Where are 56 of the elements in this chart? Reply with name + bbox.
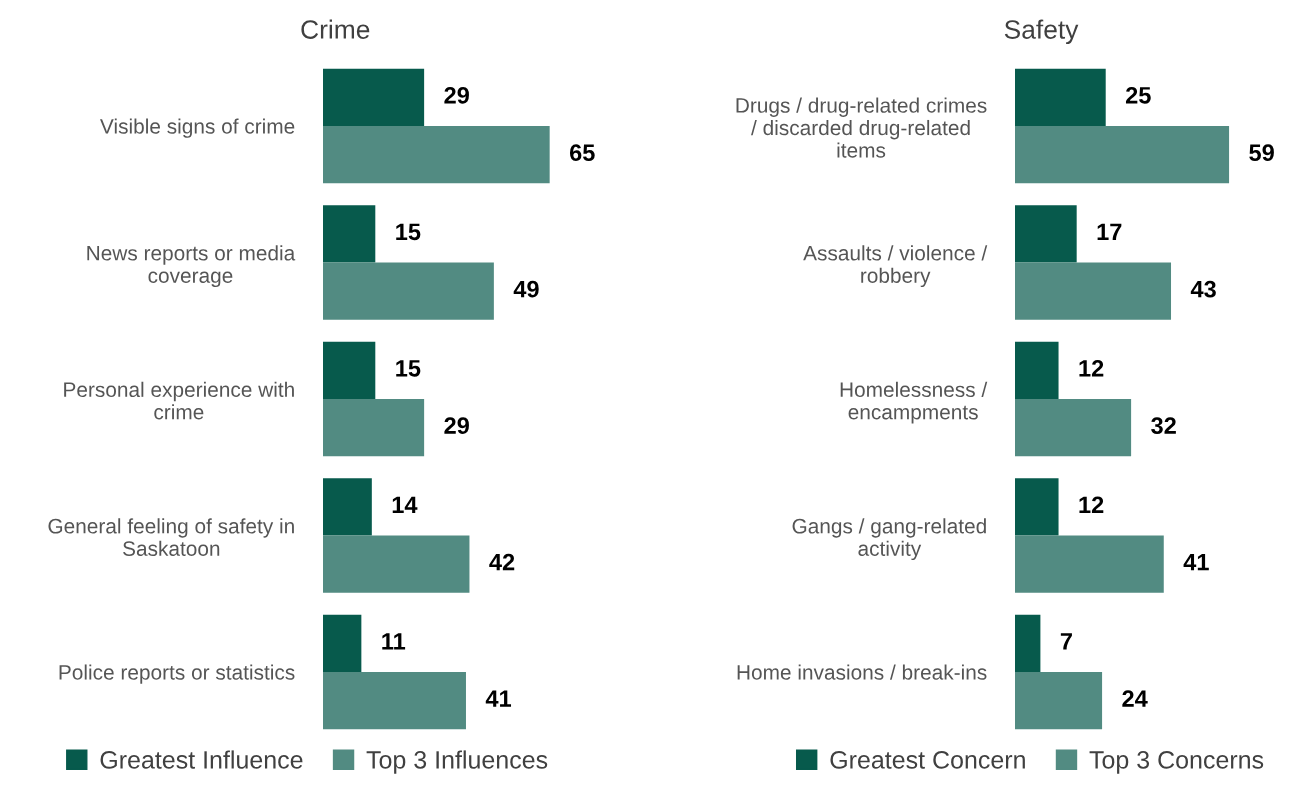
data-label: 12 — [1079, 496, 1104, 513]
bar — [1015, 478, 1059, 536]
data-label: 7 — [1060, 633, 1072, 650]
y-tick-label: Drugs / drug-related crimes / discarded drug-related items — [736, 97, 987, 158]
legend-label: Greatest Concern — [830, 751, 1025, 769]
chart-title: Safety — [1004, 19, 1079, 45]
bar — [1015, 205, 1077, 263]
bar — [1015, 125, 1230, 184]
y-tick-label: Homelessness / encampments — [840, 381, 988, 424]
y-tick-label: Assaults / violence / robbery — [803, 245, 988, 288]
bar — [1015, 614, 1041, 672]
y-tick-label: Personal experience with crime — [64, 381, 294, 420]
data-label: 25 — [1125, 86, 1151, 104]
data-label: 41 — [485, 690, 512, 707]
data-label: 29 — [444, 417, 469, 434]
bar — [323, 205, 376, 263]
y-tick-label: Visible signs of crime — [100, 118, 295, 138]
chart-title: Crime — [301, 19, 370, 39]
data-label: 59 — [1249, 144, 1274, 161]
data-label: 65 — [569, 144, 595, 161]
bar — [1015, 535, 1164, 593]
legend-label: Greatest Influence — [100, 750, 303, 769]
data-label: 49 — [513, 280, 539, 298]
bar — [323, 341, 376, 399]
legend-label: Top 3 Influences — [366, 750, 548, 774]
y-tick-label: News reports or media coverage — [87, 245, 296, 288]
bar — [323, 68, 425, 126]
bar — [323, 535, 470, 593]
bar — [1015, 262, 1172, 320]
y-tick-label: Home invasions / break-ins — [737, 664, 987, 680]
data-label: 12 — [1079, 359, 1104, 377]
data-label: 29 — [444, 86, 469, 104]
bar — [323, 262, 494, 320]
bar — [323, 614, 362, 672]
data-label: 43 — [1190, 280, 1216, 298]
data-label: 32 — [1151, 417, 1176, 435]
data-label: 11 — [382, 633, 406, 650]
bar — [323, 672, 466, 730]
data-label: 17 — [1097, 223, 1122, 240]
y-tick-label: Police reports or statistics — [59, 664, 295, 684]
bar — [323, 398, 425, 457]
legend-label: Top 3 Concerns — [1089, 751, 1264, 774]
data-label: 42 — [489, 553, 515, 571]
data-label: 14 — [392, 496, 418, 513]
data-label: 15 — [396, 360, 421, 377]
data-label: 41 — [1183, 554, 1209, 571]
bar — [1015, 341, 1059, 399]
bar — [1015, 672, 1103, 730]
y-tick-label: Gangs / gang-related activity — [792, 518, 986, 561]
bar — [323, 125, 550, 184]
y-tick-label: General feeling of safety in Saskatoon — [48, 518, 294, 556]
data-label: 15 — [396, 223, 421, 241]
data-label: 24 — [1122, 690, 1148, 707]
bar — [1015, 398, 1132, 457]
bar — [1015, 68, 1106, 126]
bar — [323, 478, 372, 536]
